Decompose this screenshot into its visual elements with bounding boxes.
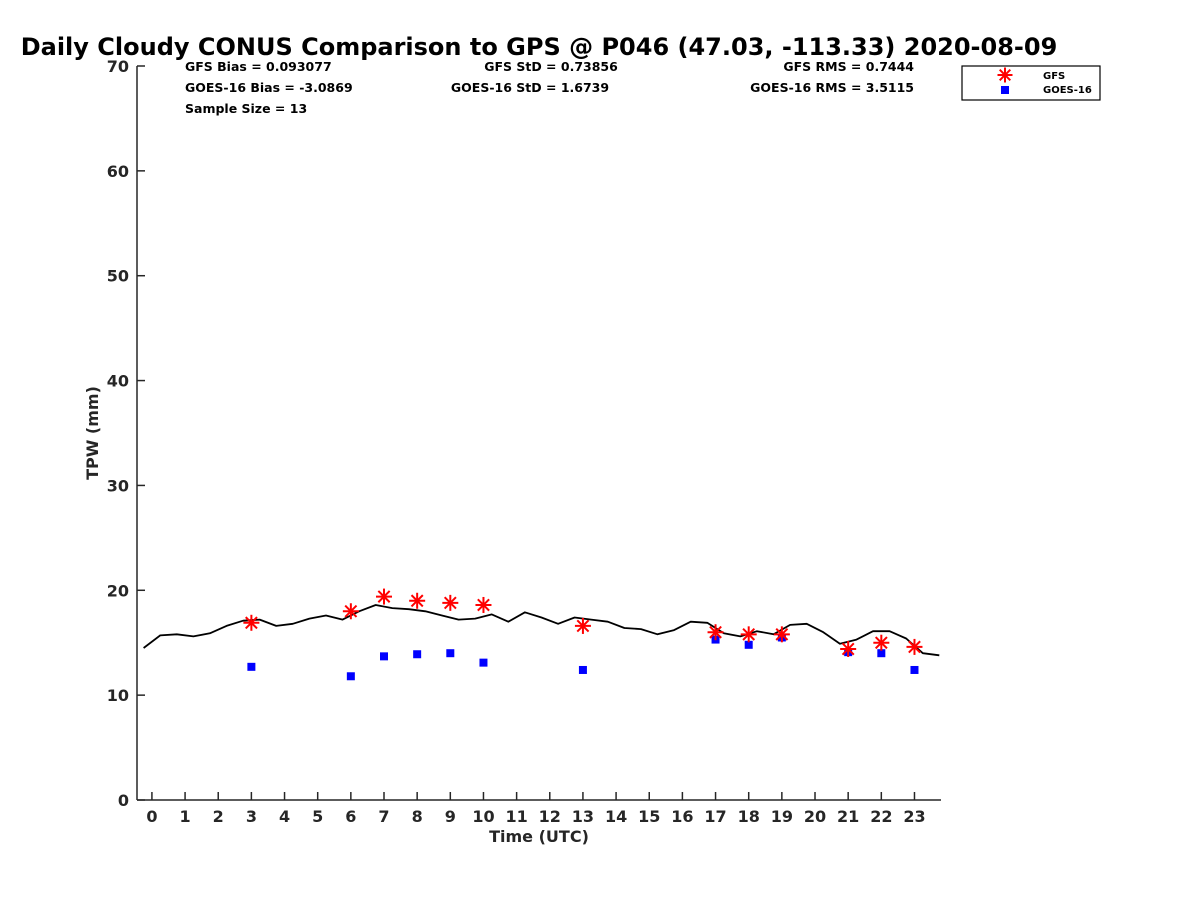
x-tick-label: 19 (771, 807, 793, 826)
gfs-point (740, 626, 757, 643)
x-tick-label: 22 (870, 807, 892, 826)
gfs-point (840, 641, 857, 658)
legend-gfs-marker (997, 67, 1013, 83)
gfs-point (342, 603, 359, 620)
x-tick-label: 20 (804, 807, 826, 826)
goes16-point (744, 640, 753, 649)
gfs-point (906, 638, 923, 655)
stat-goes-rms: GOES-16 RMS = 3.5115 (750, 80, 914, 95)
x-tick-label: 18 (738, 807, 760, 826)
x-tick-label: 4 (279, 807, 290, 826)
stat-gfs-bias: GFS Bias = 0.093077 (185, 59, 332, 74)
goes16-point (413, 650, 422, 659)
gfs-point (873, 634, 890, 651)
goes16-point (380, 652, 389, 661)
legend: GFS GOES-16 (961, 65, 1101, 101)
stat-sample-size: Sample Size = 13 (185, 101, 307, 116)
legend-goes-label: GOES-16 (1043, 85, 1092, 96)
legend-gfs-asterisk (997, 67, 1013, 83)
x-tick-label: 12 (539, 807, 561, 826)
y-tick-label: 40 (107, 372, 129, 391)
x-tick-label: 13 (572, 807, 594, 826)
stat-gfs-rms: GFS RMS = 0.7444 (783, 59, 914, 74)
x-tick-label: 21 (837, 807, 859, 826)
stat-goes-bias: GOES-16 Bias = -3.0869 (185, 80, 353, 95)
y-tick-label: 20 (107, 581, 129, 600)
gfs-point (707, 624, 724, 641)
gfs-point (376, 588, 393, 605)
legend-goes-marker (1001, 86, 1009, 94)
legend-box (961, 65, 1101, 101)
x-tick-label: 11 (505, 807, 527, 826)
x-tick-label: 3 (246, 807, 257, 826)
x-tick-label: 17 (704, 807, 726, 826)
x-tick-label: 0 (146, 807, 157, 826)
gfs-point (574, 617, 591, 634)
y-tick-label: 50 (107, 267, 129, 286)
x-tick-label: 6 (345, 807, 356, 826)
x-tick-label: 7 (378, 807, 389, 826)
gfs-point (773, 626, 790, 643)
stats-block: GFS Bias = 0.093077 GFS StD = 0.73856 GF… (185, 59, 914, 116)
gfs-point (243, 614, 260, 631)
x-tick-label: 16 (671, 807, 693, 826)
legend-gfs-label: GFS (1043, 71, 1065, 82)
gfs-point (442, 594, 459, 611)
x-axis-label: Time (UTC) (489, 827, 589, 846)
gfs-point (475, 596, 492, 613)
legend-goes-square (1001, 86, 1009, 94)
goes16-point (910, 665, 919, 674)
x-tick-label: 14 (605, 807, 627, 826)
goes16-point (479, 658, 488, 667)
gfs-point (409, 592, 426, 609)
goes16-point (446, 649, 455, 658)
x-tick-label: 8 (412, 807, 423, 826)
stat-goes-std: GOES-16 StD = 1.6739 (451, 80, 609, 95)
y-tick-label: 70 (107, 57, 129, 76)
x-tick-label: 10 (472, 807, 494, 826)
y-tick-label: 0 (118, 791, 129, 810)
chart-title: Daily Cloudy CONUS Comparison to GPS @ P… (21, 33, 1058, 61)
x-tick-label: 1 (180, 807, 191, 826)
x-tick-label: 5 (312, 807, 323, 826)
gps-line-series (143, 604, 940, 657)
goes16-point (247, 662, 256, 671)
stat-gfs-std: GFS StD = 0.73856 (484, 59, 618, 74)
x-tick-label: 9 (445, 807, 456, 826)
goes16-point (877, 649, 886, 658)
y-axis-label: TPW (mm) (83, 386, 102, 480)
x-tick-label: 15 (638, 807, 660, 826)
x-tick-label: 2 (213, 807, 224, 826)
y-tick-label: 30 (107, 476, 129, 495)
goes16-point (578, 665, 587, 674)
goes16-point (346, 672, 355, 681)
y-tick-label: 10 (107, 686, 129, 705)
y-tick-label: 60 (107, 162, 129, 181)
x-tick-label: 23 (903, 807, 925, 826)
